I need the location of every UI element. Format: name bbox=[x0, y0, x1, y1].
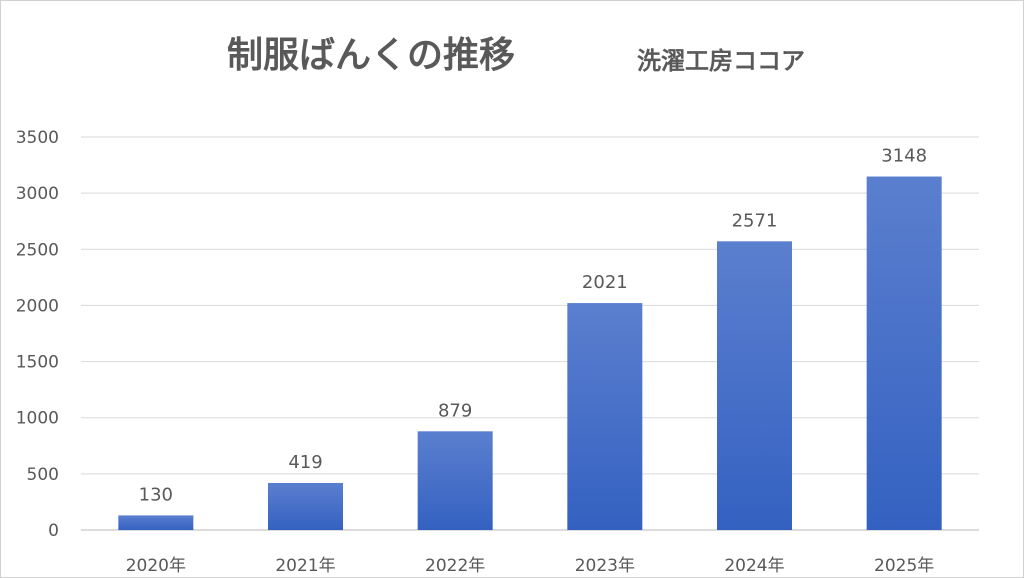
y-tick-label: 2000 bbox=[16, 296, 59, 316]
chart-title: 制服ばんくの推移 bbox=[227, 35, 515, 76]
data-label: 130 bbox=[139, 484, 173, 505]
chart-subtitle: 洗濯工房ココア bbox=[637, 47, 805, 75]
bar bbox=[417, 431, 493, 530]
x-tick-label: 2023年 bbox=[575, 556, 635, 576]
data-label: 2571 bbox=[732, 210, 778, 231]
bar bbox=[866, 176, 942, 530]
y-tick-label: 1000 bbox=[16, 409, 59, 429]
data-label: 2021 bbox=[582, 272, 628, 293]
x-tick-label: 2020年 bbox=[126, 556, 186, 576]
y-tick-label: 3000 bbox=[16, 184, 59, 204]
bar bbox=[717, 241, 792, 531]
x-tick-label: 2021年 bbox=[275, 556, 335, 576]
y-tick-label: 500 bbox=[27, 465, 59, 485]
bar bbox=[567, 303, 643, 530]
y-tick-label: 1500 bbox=[16, 353, 59, 373]
x-tick-label: 2025年 bbox=[874, 556, 934, 576]
data-label: 879 bbox=[438, 400, 472, 421]
x-tick-label: 2024年 bbox=[724, 556, 784, 576]
y-tick-label: 0 bbox=[48, 521, 59, 541]
y-tick-label: 3500 bbox=[16, 128, 59, 148]
data-label: 3148 bbox=[881, 146, 927, 167]
bar bbox=[268, 482, 343, 530]
bar bbox=[118, 515, 194, 530]
x-tick-label: 2022年 bbox=[425, 556, 485, 576]
y-tick-label: 2500 bbox=[16, 240, 59, 260]
data-label: 419 bbox=[288, 452, 322, 473]
